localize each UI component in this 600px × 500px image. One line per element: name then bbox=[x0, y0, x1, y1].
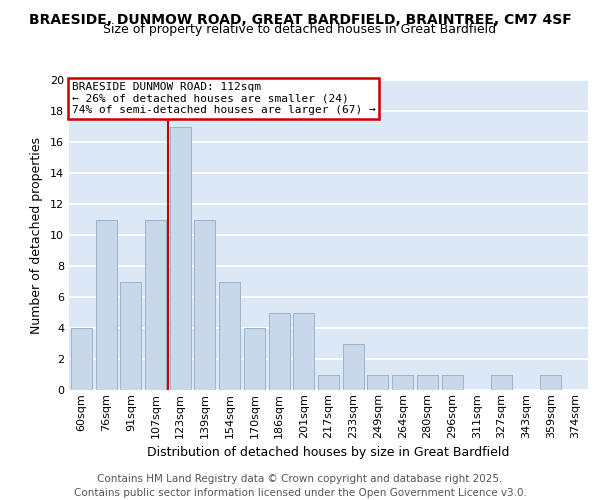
Text: Size of property relative to detached houses in Great Bardfield: Size of property relative to detached ho… bbox=[103, 24, 497, 36]
Bar bbox=[293, 312, 314, 390]
Bar bbox=[194, 220, 215, 390]
Bar bbox=[95, 220, 116, 390]
Bar bbox=[170, 126, 191, 390]
Y-axis label: Number of detached properties: Number of detached properties bbox=[30, 136, 43, 334]
Bar bbox=[541, 374, 562, 390]
Bar bbox=[269, 312, 290, 390]
Bar bbox=[244, 328, 265, 390]
Text: BRAESIDE DUNMOW ROAD: 112sqm
← 26% of detached houses are smaller (24)
74% of se: BRAESIDE DUNMOW ROAD: 112sqm ← 26% of de… bbox=[71, 82, 376, 115]
Bar bbox=[417, 374, 438, 390]
Bar bbox=[71, 328, 92, 390]
Bar bbox=[491, 374, 512, 390]
Bar bbox=[120, 282, 141, 390]
Bar bbox=[343, 344, 364, 390]
Bar bbox=[318, 374, 339, 390]
Bar bbox=[442, 374, 463, 390]
Text: Contains HM Land Registry data © Crown copyright and database right 2025.
Contai: Contains HM Land Registry data © Crown c… bbox=[74, 474, 526, 498]
Bar bbox=[145, 220, 166, 390]
X-axis label: Distribution of detached houses by size in Great Bardfield: Distribution of detached houses by size … bbox=[148, 446, 509, 459]
Bar bbox=[219, 282, 240, 390]
Bar bbox=[392, 374, 413, 390]
Bar bbox=[367, 374, 388, 390]
Text: BRAESIDE, DUNMOW ROAD, GREAT BARDFIELD, BRAINTREE, CM7 4SF: BRAESIDE, DUNMOW ROAD, GREAT BARDFIELD, … bbox=[29, 12, 571, 26]
